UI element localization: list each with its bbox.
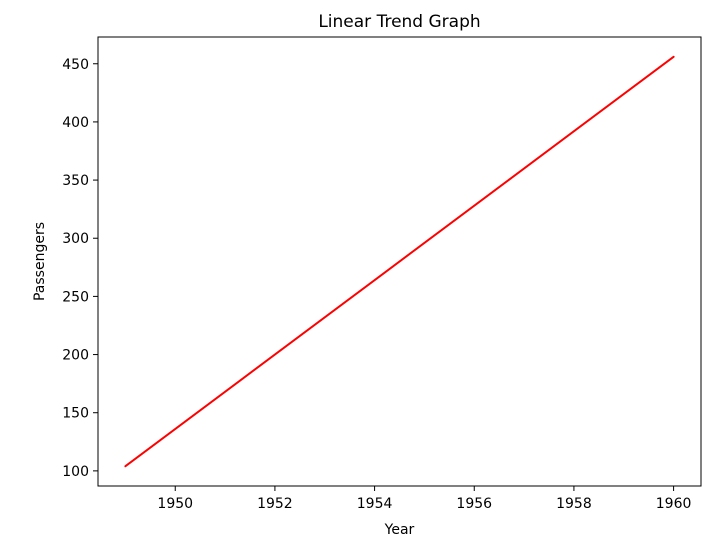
y-tick-label: 250 bbox=[62, 289, 89, 305]
y-axis-label: Passengers bbox=[32, 222, 48, 301]
y-tick-label: 150 bbox=[62, 406, 89, 422]
y-tick-label: 200 bbox=[62, 348, 89, 364]
y-tick-label: 400 bbox=[62, 115, 89, 131]
x-tick-label: 1956 bbox=[456, 496, 492, 512]
y-tick-label: 100 bbox=[62, 464, 89, 480]
y-tick-label: 450 bbox=[62, 57, 89, 73]
y-tick-label: 350 bbox=[62, 173, 89, 189]
series-layer bbox=[124, 55, 675, 468]
x-tick-label: 1958 bbox=[556, 496, 592, 512]
x-tick-label: 1954 bbox=[357, 496, 393, 512]
series-line bbox=[124, 55, 675, 468]
y-axis: 100 150 200 250 300 350 400 450 bbox=[62, 57, 98, 480]
x-tick-label: 1952 bbox=[257, 496, 293, 512]
y-tick-label: 300 bbox=[62, 231, 89, 247]
x-tick-label: 1950 bbox=[157, 496, 193, 512]
x-tick-label: 1960 bbox=[656, 496, 692, 512]
chart-title: Linear Trend Graph bbox=[318, 12, 480, 32]
x-axis: 1950 1952 1954 1956 1958 1960 bbox=[157, 486, 691, 512]
x-axis-label: Year bbox=[384, 522, 415, 538]
